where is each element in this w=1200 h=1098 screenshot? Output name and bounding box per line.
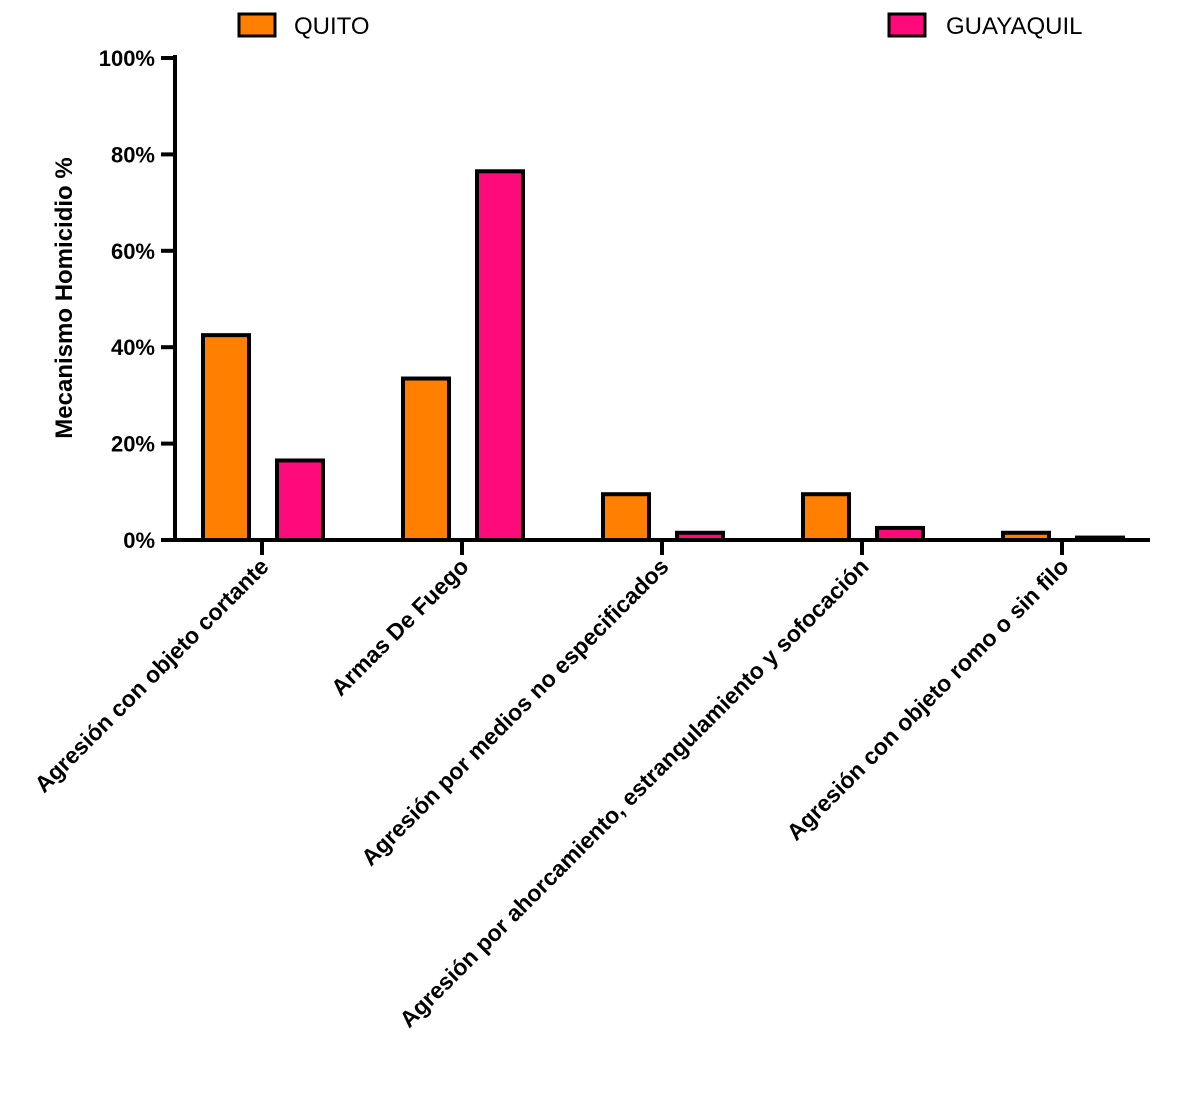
x-tick-label: Agresión por medios no especificados [356, 553, 674, 871]
y-tick-label: 60% [111, 239, 155, 264]
bar-guayaquil-0 [275, 458, 325, 542]
bar-quito-1 [401, 376, 451, 542]
x-axis-ticks [260, 540, 1064, 555]
y-tick-label: 40% [111, 335, 155, 360]
bar-guayaquil-1 [475, 169, 525, 543]
axes [173, 55, 1150, 542]
y-tick-label: 80% [111, 142, 155, 167]
bar-quito-3 [801, 492, 851, 542]
legend-label-guayaquil: GUAYAQUIL [946, 13, 1082, 40]
x-tick-label: Agresión por ahorcamiento, estrangulamie… [394, 553, 873, 1032]
x-tick-label: Agresión con objeto cortante [29, 553, 273, 797]
y-axis-ticks: 0% 20% 40% 60% 80% 100% [99, 46, 175, 553]
category-labels: Agresión con objeto cortante Armas De Fue… [29, 553, 1073, 1032]
bars [201, 169, 1125, 543]
x-tick-label: Armas De Fuego [326, 553, 474, 701]
y-tick-label: 0% [123, 528, 155, 553]
bar-quito-2 [601, 492, 651, 542]
legend-swatch-guayaquil [887, 12, 927, 38]
bar-quito-0 [201, 333, 251, 542]
legend: QUITO GUAYAQUIL [237, 12, 1082, 40]
legend-swatch-quito [237, 12, 277, 38]
legend-label-quito: QUITO [294, 13, 370, 40]
y-tick-label: 100% [99, 46, 155, 71]
y-tick-label: 20% [111, 432, 155, 457]
y-axis-title: Mecanismo Homicidio % [51, 157, 78, 438]
